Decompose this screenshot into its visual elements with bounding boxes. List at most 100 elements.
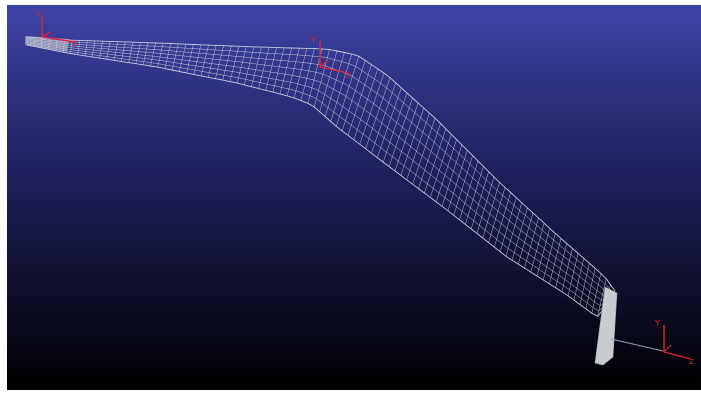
mesh-span-line — [26, 37, 615, 294]
tip-reference-line — [610, 338, 664, 352]
mesh-chord-line — [265, 47, 277, 91]
mesh-chord-line — [555, 243, 567, 288]
mesh-chord-line — [505, 202, 523, 257]
mesh-chord-line — [319, 50, 338, 112]
mesh-chord-line — [476, 176, 495, 234]
mesh-chord-line — [77, 40, 81, 55]
mesh-chord-line — [567, 253, 579, 296]
axis-marker-tip: Y Z — [654, 319, 694, 366]
mesh-chord-line — [99, 41, 103, 59]
mesh-chord-line — [418, 123, 441, 189]
mesh-chord-line — [286, 48, 300, 96]
mesh-chord-line — [336, 56, 360, 127]
mesh-chord-line — [164, 43, 171, 69]
mesh-chord-line — [406, 113, 430, 180]
wing-wireframe-mesh — [25, 36, 616, 317]
mesh-chord-line — [186, 44, 194, 73]
mesh-span-line — [26, 43, 609, 312]
mesh-chord-line — [499, 197, 517, 252]
mesh-chord-line — [347, 64, 372, 136]
mesh-span-line — [26, 44, 608, 317]
mesh-chord-line — [424, 128, 447, 194]
mesh-chord-line — [365, 77, 391, 149]
mesh-chord-line — [193, 44, 202, 75]
wing-mesh-scene: Y Z Y Z Y Z — [7, 5, 701, 390]
mesh-chord-line — [128, 42, 134, 63]
mesh-chord-line — [488, 187, 506, 243]
axis-tip-z-label: Z — [689, 358, 694, 366]
mesh-chord-line — [293, 48, 308, 98]
mesh-chord-line — [70, 40, 73, 54]
mesh-chord-line — [470, 171, 489, 229]
mesh-chord-line — [524, 218, 539, 269]
axis-marker-root: Y Z — [35, 10, 78, 48]
mesh-chord-line — [215, 45, 224, 79]
mesh-chord-line — [106, 41, 111, 60]
3d-viewport[interactable]: Y Z Y Z Y Z — [7, 5, 701, 390]
mesh-chord-line — [511, 207, 528, 261]
mesh-chord-line — [388, 97, 413, 167]
winglet-surface — [594, 286, 618, 366]
mesh-chord-line — [113, 41, 118, 61]
mesh-chord-line — [251, 47, 262, 87]
mesh-chord-line — [313, 49, 330, 107]
axis-marker-kink: Y Z — [310, 36, 351, 80]
mesh-chord-line — [573, 258, 585, 301]
mesh-chord-line — [579, 263, 590, 305]
mesh-chord-line — [208, 45, 217, 78]
mesh-chord-line — [91, 40, 96, 57]
mesh-chord-line — [171, 43, 179, 71]
axis-root-z-label: Z — [73, 40, 78, 48]
mesh-span-line — [26, 39, 613, 296]
mesh-chord-line — [447, 150, 468, 211]
mesh-chord-line — [482, 182, 500, 239]
mesh-chord-line — [330, 53, 353, 122]
mesh-chord-line — [561, 248, 573, 292]
mesh-chord-line — [353, 68, 379, 140]
mesh-span-line — [26, 42, 610, 306]
mesh-chord-line — [394, 102, 419, 172]
mesh-chord-line — [591, 273, 602, 314]
mesh-chord-line — [435, 139, 457, 202]
mesh-chord-line — [377, 87, 402, 158]
mesh-chord-line — [142, 42, 149, 65]
mesh-chord-line — [441, 144, 463, 207]
mesh-chord-line — [279, 47, 292, 95]
mesh-chord-line — [179, 44, 187, 72]
mesh-chord-line — [597, 278, 607, 317]
mesh-chord-line — [459, 160, 479, 220]
mesh-chord-line — [222, 45, 232, 81]
mesh-chord-line — [536, 228, 550, 277]
mesh-chord-line — [542, 233, 556, 280]
mesh-chord-line — [157, 43, 164, 68]
mesh-chord-line — [341, 60, 366, 131]
mesh-span-line — [26, 36, 616, 292]
mesh-chord-line — [518, 212, 534, 265]
axis-tip-y-label: Y — [654, 319, 660, 328]
mesh-chord-line — [121, 41, 126, 62]
viewport-background — [7, 5, 701, 390]
axis-kink-z-label: Z — [346, 72, 351, 80]
mesh-chord-line — [324, 52, 345, 117]
mesh-chord-line — [453, 155, 473, 216]
axis-kink-y-label: Y — [310, 36, 316, 45]
mesh-chord-line — [465, 166, 484, 225]
mesh-span-line — [26, 40, 612, 298]
mesh-chord-line — [530, 223, 545, 273]
mesh-chord-line — [200, 45, 209, 76]
mesh-chord-line — [371, 82, 396, 154]
mesh-chord-line — [258, 47, 270, 89]
axis-root-y-label: Y — [35, 10, 41, 19]
mesh-chord-line — [84, 40, 88, 56]
mesh-chord-line — [382, 92, 408, 163]
mesh-chord-line — [229, 46, 240, 82]
mesh-chord-line — [300, 48, 315, 101]
mesh-chord-line — [494, 192, 511, 248]
mesh-chord-line — [135, 42, 141, 64]
mesh-chord-line — [236, 46, 247, 84]
mesh-span-line — [26, 41, 611, 301]
mesh-chord-line — [150, 42, 156, 67]
mesh-chord-line — [359, 72, 385, 145]
mesh-chord-line — [272, 47, 285, 93]
